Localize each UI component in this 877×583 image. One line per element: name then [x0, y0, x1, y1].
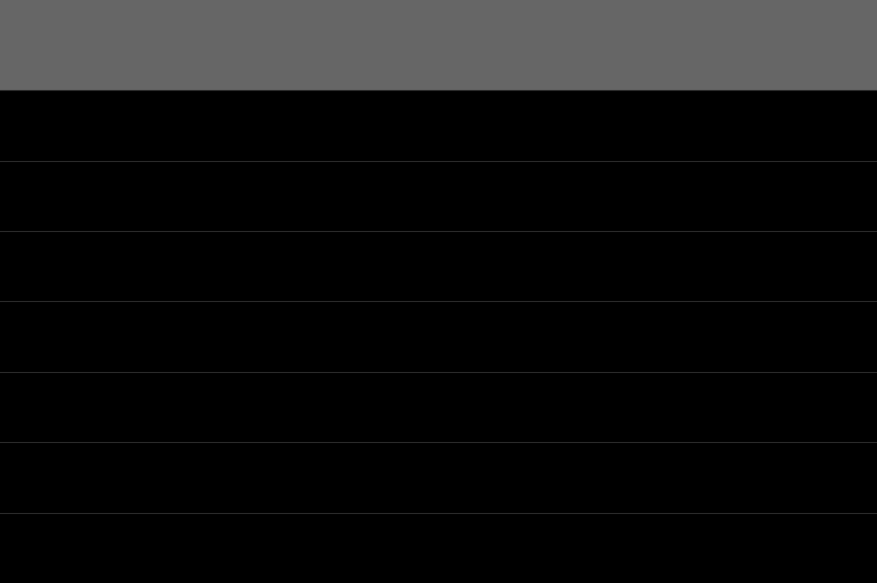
FancyBboxPatch shape: [0, 372, 877, 442]
Text: 2.1 (1.1-4.0): 2.1 (1.1-4.0): [685, 398, 806, 417]
FancyBboxPatch shape: [0, 90, 877, 161]
Text: 38% vs 30%: 38% vs 30%: [422, 538, 543, 557]
Text: ESCAPE (n=316): ESCAPE (n=316): [94, 187, 257, 205]
Text: 33% vs 19%: 33% vs 19%: [422, 116, 543, 135]
Text: 60% vs 35%: 60% vs 35%: [422, 327, 543, 346]
Text: T vs C: T vs C: [445, 35, 520, 55]
FancyBboxPatch shape: [0, 231, 877, 301]
Text: THRACE (n=404): THRACE (n=404): [93, 468, 258, 487]
Text: 1.7 (1.0-2.8): 1.7 (1.0-2.8): [685, 327, 806, 346]
Text: 1.6 (1.1-2.5): 1.6 (1.1-2.5): [685, 468, 806, 487]
Text: 1.4 (0.6-3.2): 1.4 (0.6-3.2): [685, 538, 806, 557]
FancyBboxPatch shape: [0, 442, 877, 512]
Text: 2.6 (1.7-3.8): 2.6 (1.7-3.8): [685, 187, 806, 205]
FancyBboxPatch shape: [0, 0, 877, 90]
Text: Trial: Trial: [148, 35, 203, 55]
Text: MR CLEAN (n=500): MR CLEAN (n=500): [82, 116, 269, 135]
Text: 2.0 (0.7-5.8): 2.0 (0.7-5.8): [685, 257, 806, 276]
Text: 53% vs 42%: 53% vs 42%: [422, 468, 543, 487]
Text: REVASCAT (n=206): REVASCAT (n=206): [82, 398, 269, 417]
Text: 2.2 (1.2-4.0): 2.2 (1.2-4.0): [685, 116, 806, 135]
Text: 44% vs 28%: 44% vs 28%: [422, 398, 543, 417]
FancyBboxPatch shape: [0, 512, 877, 583]
Text: SWIFT PRIME (n=196): SWIFT PRIME (n=196): [68, 327, 282, 346]
FancyBboxPatch shape: [0, 161, 877, 231]
FancyBboxPatch shape: [0, 301, 877, 372]
Text: THERAPY (n=108): THERAPY (n=108): [88, 538, 263, 557]
Text: 71% vs 40%: 71% vs 40%: [422, 257, 543, 276]
Text: Adj. OR, 95%CI: Adj. OR, 95%CI: [652, 35, 839, 55]
Text: 53% vs 29%: 53% vs 29%: [422, 187, 543, 205]
Text: EXTEND IA (n= 70): EXTEND IA (n= 70): [82, 257, 268, 276]
